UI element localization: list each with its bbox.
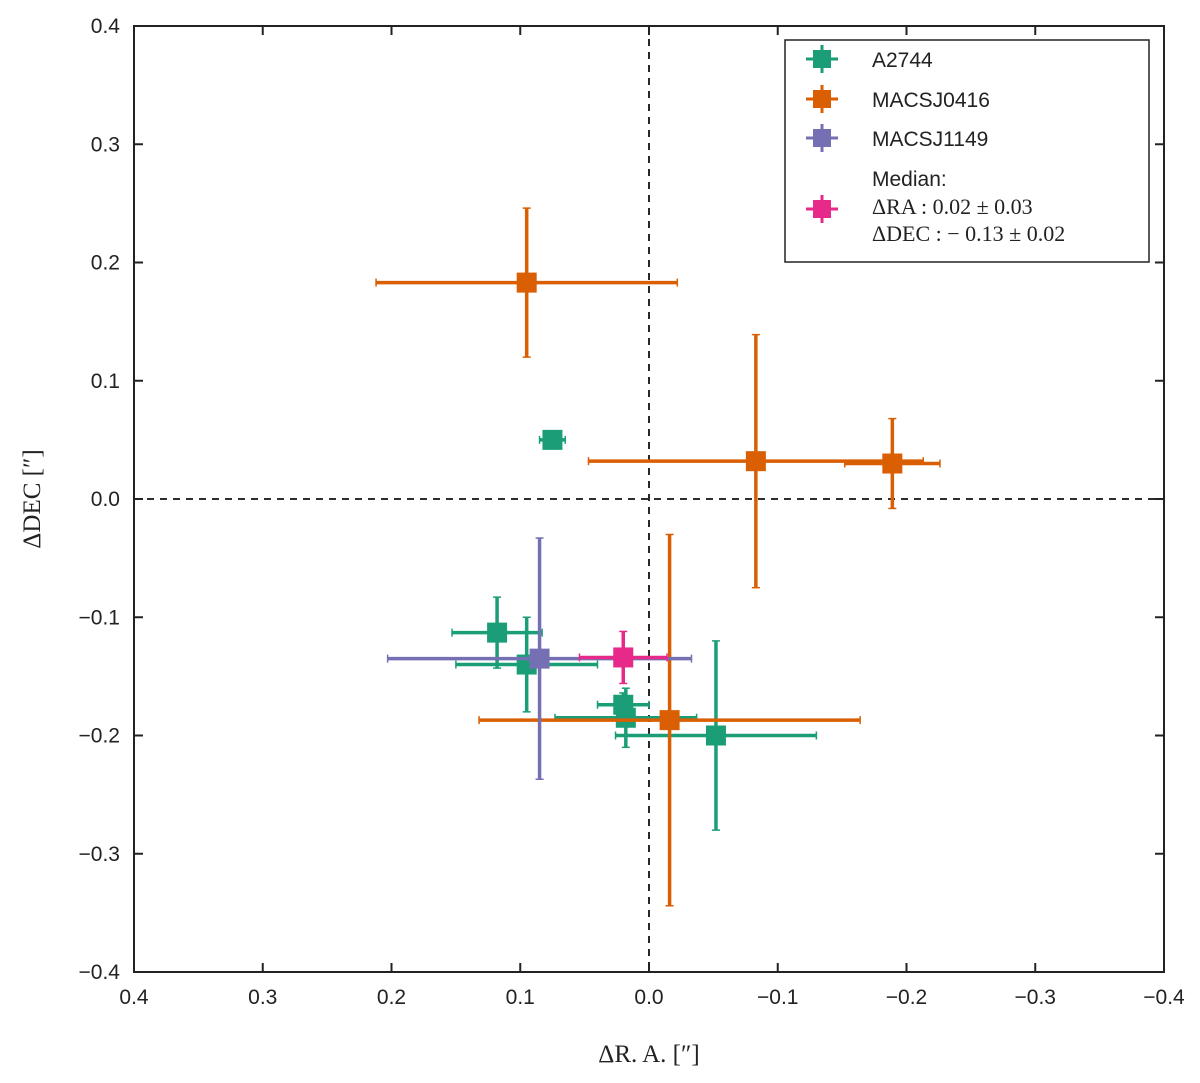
y-tick-label: 0.3 (91, 133, 120, 156)
y-tick-label: −0.1 (79, 606, 120, 629)
legend-marker (813, 129, 831, 147)
legend-item-macsj1149: MACSJ1149 (806, 124, 988, 152)
legend-item-a2744: A2744 (806, 45, 933, 73)
x-tick-label: −0.3 (1015, 986, 1056, 1009)
data-point (487, 622, 508, 643)
legend-items: A2744 MACSJ0416 MACSJ1149 Median: ΔRA : 0.02… (806, 45, 1065, 246)
data-point (882, 453, 903, 474)
y-tick-label: 0.4 (91, 15, 121, 38)
legend-stat-line: ΔDEC : − 0.13 ± 0.02 (872, 221, 1065, 246)
data-point (659, 710, 680, 731)
x-tick-label: 0.4 (119, 986, 149, 1009)
reference-lines (134, 26, 1164, 972)
x-axis-title: ΔR. A. [″] (598, 1041, 700, 1068)
legend-item-macsj0416: MACSJ0416 (806, 85, 990, 113)
data-point (615, 707, 636, 728)
x-tick-label: −0.2 (886, 986, 927, 1009)
legend-box (784, 39, 1150, 263)
legend-marker (813, 90, 831, 108)
data-point (529, 648, 550, 669)
series-macsj0416 (375, 207, 941, 907)
x-tick-label: −0.4 (1143, 986, 1185, 1009)
y-tick-label: −0.2 (79, 725, 120, 748)
legend: A2744 MACSJ0416 MACSJ1149 Median: ΔRA : 0.02… (784, 39, 1150, 263)
y-tick-label: −0.4 (79, 961, 121, 984)
x-tick-label: 0.3 (248, 986, 277, 1009)
legend-label: MACSJ1149 (872, 128, 988, 151)
y-tick-label: 0.0 (91, 488, 120, 511)
legend-marker (813, 50, 831, 68)
x-tick-label: 0.1 (506, 986, 535, 1009)
x-tick-label: −0.1 (757, 986, 798, 1009)
y-axis-title: ΔDEC [″] (19, 449, 46, 548)
data-point (705, 725, 726, 746)
x-tick-label: 0.2 (377, 986, 406, 1009)
legend-label: Median: (872, 168, 947, 191)
data-series (375, 207, 941, 907)
y-tick-label: −0.3 (79, 843, 120, 866)
legend-marker (813, 200, 831, 218)
y-tick-label: 0.1 (91, 370, 120, 393)
data-point (745, 451, 766, 472)
legend-label: MACSJ0416 (872, 89, 990, 112)
x-tick-label: 0.0 (634, 986, 663, 1009)
data-point (613, 647, 634, 668)
x-axis: 0.4 0.3 0.2 0.1 0.0 −0.1 −0.2 −0.3 −0.4 (119, 26, 1185, 1009)
legend-label: A2744 (872, 49, 933, 72)
legend-stat-line: ΔRA : 0.02 ± 0.03 (872, 194, 1033, 219)
data-point (542, 429, 563, 450)
y-tick-label: 0.2 (91, 252, 120, 275)
series-median (578, 630, 668, 685)
y-axis: 0.4 0.3 0.2 0.1 0.0 −0.1 −0.2 −0.3 −0.4 (79, 15, 1164, 984)
data-point (516, 272, 537, 293)
